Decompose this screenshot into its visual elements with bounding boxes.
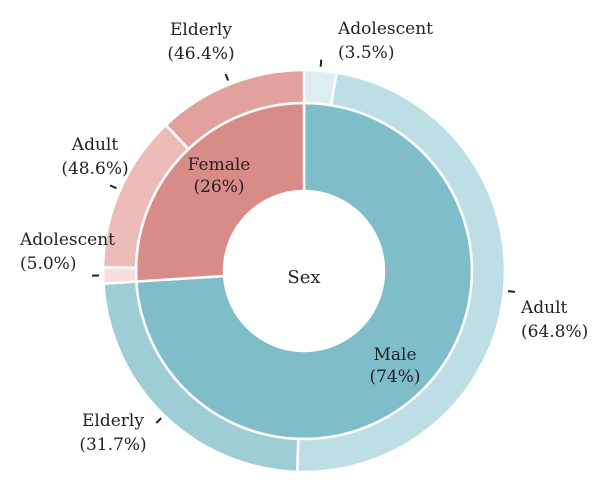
inner-label-female: Female (188, 155, 251, 175)
outer-label-male-adolescent: Adolescent (337, 19, 433, 39)
inner-pct-male: (74%) (369, 367, 420, 387)
leader-line-female-elderly (224, 73, 230, 81)
outer-label-male-elderly: Elderly (82, 411, 144, 431)
outer-pct-male-elderly: (31.7%) (79, 435, 146, 455)
center-label: Sex (287, 267, 320, 288)
leader-line-male-elderly (155, 417, 162, 424)
outer-pct-male-adult: (64.8%) (521, 322, 588, 342)
outer-label-female-elderly: Elderly (170, 20, 232, 40)
outer-pct-female-elderly: (46.4%) (167, 44, 234, 64)
outer-label-female-adult: Adult (71, 135, 119, 155)
outer-slice-female-adolescent (101, 265, 138, 285)
inner-pct-female: (26%) (193, 177, 244, 197)
outer-pct-female-adolescent: (5.0%) (20, 254, 76, 274)
outer-slice-female-elderly (164, 68, 306, 151)
inner-label-male: Male (373, 345, 416, 365)
outer-pct-female-adult: (48.6%) (61, 159, 128, 179)
outer-ring (101, 68, 507, 474)
leader-line-female-adult (109, 184, 117, 190)
outer-label-female-adolescent: Adolescent (19, 230, 115, 250)
leader-line-male-adult (507, 290, 516, 293)
outer-pct-male-adolescent: (3.5%) (338, 43, 394, 63)
outer-label-male-adult: Adult (520, 298, 568, 318)
chart-labels: Male(74%) Female(26%) Adolescent (3.5%) Adul… (19, 19, 588, 455)
leader-line-male-adolescent (319, 59, 323, 67)
outer-slice-male-adult (295, 71, 507, 474)
leader-lines (92, 59, 516, 424)
